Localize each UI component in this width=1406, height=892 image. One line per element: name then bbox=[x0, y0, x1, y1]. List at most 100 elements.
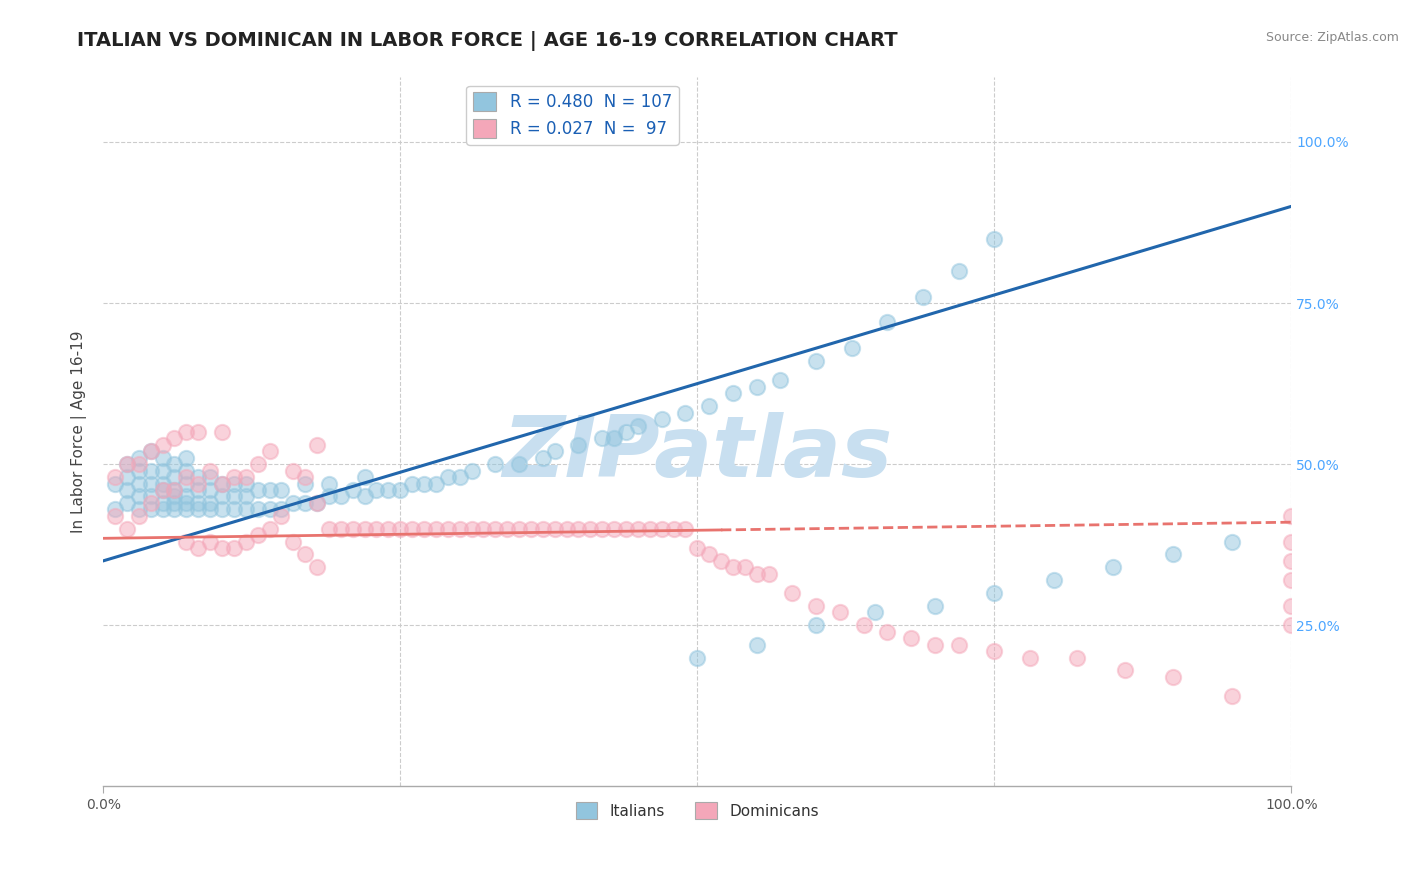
Point bbox=[246, 457, 269, 471]
Point bbox=[389, 483, 412, 497]
Point bbox=[128, 502, 150, 516]
Point bbox=[139, 496, 162, 510]
Point bbox=[804, 599, 827, 613]
Point bbox=[342, 522, 364, 536]
Point bbox=[163, 483, 186, 497]
Point bbox=[865, 606, 887, 620]
Point bbox=[176, 470, 198, 484]
Point bbox=[283, 534, 305, 549]
Point bbox=[139, 502, 162, 516]
Point bbox=[983, 586, 1005, 600]
Point bbox=[139, 444, 162, 458]
Point bbox=[211, 476, 233, 491]
Text: ZIPatlas: ZIPatlas bbox=[502, 412, 893, 495]
Point bbox=[270, 508, 292, 523]
Point bbox=[152, 464, 174, 478]
Point bbox=[211, 490, 233, 504]
Point bbox=[614, 522, 637, 536]
Point bbox=[484, 522, 506, 536]
Point bbox=[152, 502, 174, 516]
Point bbox=[222, 476, 245, 491]
Point bbox=[520, 522, 543, 536]
Point bbox=[1279, 508, 1302, 523]
Point bbox=[828, 606, 851, 620]
Point bbox=[152, 483, 174, 497]
Point bbox=[531, 450, 554, 465]
Point bbox=[152, 476, 174, 491]
Point bbox=[187, 476, 209, 491]
Point bbox=[924, 638, 946, 652]
Point bbox=[697, 399, 720, 413]
Point bbox=[270, 483, 292, 497]
Point bbox=[449, 522, 471, 536]
Point bbox=[211, 476, 233, 491]
Point bbox=[769, 373, 792, 387]
Point bbox=[115, 496, 138, 510]
Point bbox=[782, 586, 804, 600]
Point bbox=[176, 496, 198, 510]
Point bbox=[366, 522, 388, 536]
Point bbox=[259, 483, 281, 497]
Point bbox=[567, 438, 589, 452]
Point bbox=[115, 483, 138, 497]
Point bbox=[115, 457, 138, 471]
Point bbox=[591, 431, 613, 445]
Point bbox=[222, 502, 245, 516]
Y-axis label: In Labor Force | Age 16-19: In Labor Force | Age 16-19 bbox=[72, 331, 87, 533]
Point bbox=[460, 522, 482, 536]
Point bbox=[152, 450, 174, 465]
Point bbox=[270, 502, 292, 516]
Point bbox=[211, 425, 233, 439]
Point bbox=[152, 483, 174, 497]
Point bbox=[721, 560, 744, 574]
Point bbox=[603, 522, 626, 536]
Point bbox=[508, 457, 530, 471]
Point bbox=[377, 522, 399, 536]
Point bbox=[1019, 650, 1042, 665]
Point bbox=[1220, 534, 1243, 549]
Point bbox=[745, 380, 768, 394]
Point bbox=[389, 522, 412, 536]
Point bbox=[128, 457, 150, 471]
Point bbox=[198, 496, 221, 510]
Point bbox=[804, 618, 827, 632]
Point bbox=[567, 522, 589, 536]
Point bbox=[222, 490, 245, 504]
Point bbox=[758, 566, 780, 581]
Point bbox=[353, 522, 375, 536]
Point bbox=[353, 470, 375, 484]
Point bbox=[924, 599, 946, 613]
Point bbox=[176, 464, 198, 478]
Point bbox=[948, 264, 970, 278]
Point bbox=[745, 566, 768, 581]
Text: ITALIAN VS DOMINICAN IN LABOR FORCE | AGE 16-19 CORRELATION CHART: ITALIAN VS DOMINICAN IN LABOR FORCE | AG… bbox=[77, 31, 898, 51]
Point bbox=[579, 522, 602, 536]
Point bbox=[163, 496, 186, 510]
Point bbox=[662, 522, 685, 536]
Point bbox=[283, 496, 305, 510]
Point bbox=[235, 534, 257, 549]
Point bbox=[198, 470, 221, 484]
Point bbox=[115, 470, 138, 484]
Point bbox=[911, 290, 934, 304]
Point bbox=[294, 496, 316, 510]
Point bbox=[804, 354, 827, 368]
Point bbox=[1279, 534, 1302, 549]
Point bbox=[745, 638, 768, 652]
Point bbox=[1161, 670, 1184, 684]
Point bbox=[697, 548, 720, 562]
Point bbox=[496, 522, 519, 536]
Point bbox=[734, 560, 756, 574]
Point bbox=[187, 425, 209, 439]
Point bbox=[651, 522, 673, 536]
Point bbox=[413, 476, 436, 491]
Point bbox=[686, 650, 709, 665]
Point bbox=[307, 438, 329, 452]
Point bbox=[211, 502, 233, 516]
Point bbox=[139, 464, 162, 478]
Point bbox=[627, 522, 650, 536]
Text: Source: ZipAtlas.com: Source: ZipAtlas.com bbox=[1265, 31, 1399, 45]
Point bbox=[377, 483, 399, 497]
Point bbox=[329, 490, 352, 504]
Point bbox=[1042, 573, 1064, 587]
